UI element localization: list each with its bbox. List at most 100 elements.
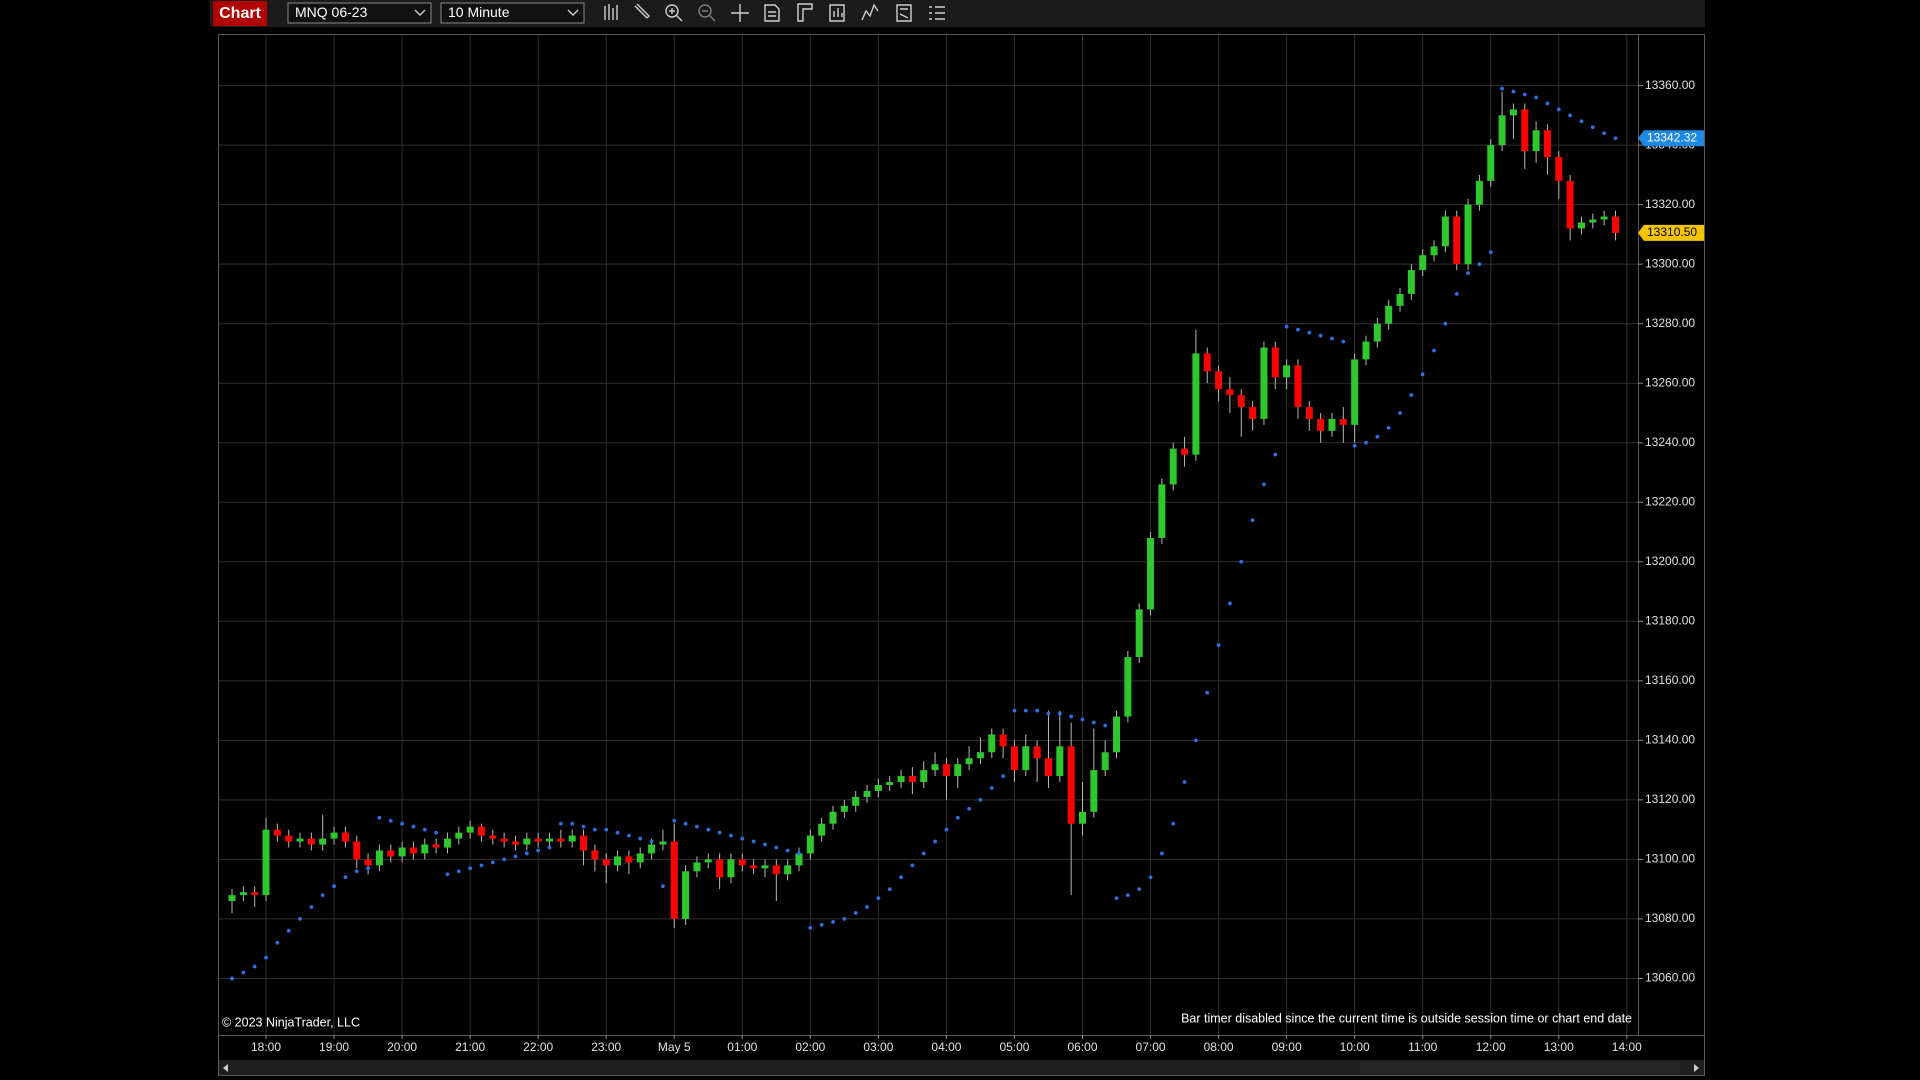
draw-icon[interactable] — [634, 3, 650, 19]
candle-body — [1158, 484, 1166, 538]
sar-dot — [1194, 738, 1198, 743]
sar-dot — [978, 797, 983, 802]
candle-body — [557, 838, 565, 842]
toolbar — [210, 0, 1705, 27]
sar-dot — [649, 839, 654, 844]
candle-body — [829, 811, 837, 824]
sar-dot — [1239, 559, 1244, 564]
candle-body — [1577, 222, 1585, 229]
candle-body — [421, 844, 429, 854]
zoom-in-icon[interactable] — [665, 4, 683, 22]
sar-dot — [887, 887, 892, 892]
sar-dot — [1420, 372, 1425, 377]
sar-dot — [1500, 86, 1504, 91]
candle-body — [863, 790, 871, 797]
sar-dot — [1091, 720, 1096, 725]
y-tick-label: 13360.00 — [1645, 78, 1695, 92]
price-marker — [1638, 224, 1704, 241]
candle-body — [341, 832, 349, 842]
candle-body — [931, 764, 939, 771]
candle-body — [965, 758, 973, 765]
sar-dot — [286, 928, 291, 933]
candle-body — [874, 785, 882, 791]
candle-body — [886, 782, 894, 785]
candle-body — [523, 838, 531, 845]
x-tick-label: 14:00 — [1612, 1040, 1642, 1054]
sar-dot — [683, 821, 688, 826]
scrollbar[interactable] — [219, 1060, 1704, 1075]
sar-dot — [1001, 774, 1006, 778]
x-tick-label: 18:00 — [251, 1040, 281, 1054]
y-tick-label: 13140.00 — [1645, 733, 1695, 747]
sar-dot — [422, 827, 427, 832]
bar-type-icon[interactable] — [604, 4, 618, 20]
sar-dot — [774, 845, 779, 850]
scroll-right[interactable] — [1694, 1064, 1699, 1072]
candle-body — [1532, 130, 1540, 152]
candle-body — [1351, 359, 1359, 425]
chart-tab[interactable] — [213, 1, 267, 26]
zoom-out-icon[interactable] — [698, 4, 716, 22]
sar-dot — [1409, 393, 1414, 398]
candle-body — [908, 776, 916, 783]
candle-body — [1362, 341, 1370, 360]
candle-body — [840, 805, 848, 812]
sar-dot — [1216, 643, 1221, 648]
sar-dot — [388, 818, 393, 823]
sar-dot — [819, 922, 824, 927]
candle-body — [364, 859, 372, 866]
candle-body — [1305, 407, 1313, 419]
scroll-left[interactable] — [223, 1064, 228, 1072]
candle-body — [1124, 657, 1132, 717]
candle-body — [1147, 537, 1155, 610]
sar-dot — [366, 866, 370, 871]
sar-dot — [434, 830, 439, 835]
instrument-label: MNQ 06-23 — [295, 4, 368, 20]
y-tick-label: 13260.00 — [1645, 375, 1695, 389]
candle-body — [1396, 293, 1404, 306]
candle-body — [750, 865, 758, 869]
sar-dot — [1080, 717, 1085, 722]
sar-dot — [1488, 250, 1493, 255]
dropdown-arrow — [567, 9, 579, 16]
crosshair-icon[interactable] — [731, 4, 749, 22]
candle-body — [636, 853, 644, 863]
interval-dropdown[interactable] — [440, 2, 585, 24]
sar-dot — [1035, 708, 1040, 713]
sar-dot — [1307, 330, 1312, 335]
x-tick-label: May 5 — [658, 1040, 691, 1054]
candle-body — [307, 838, 315, 845]
strategies-icon[interactable] — [861, 3, 879, 21]
sar-dot — [1443, 321, 1448, 326]
candle-body — [432, 844, 440, 848]
candle-body — [1271, 347, 1279, 378]
scroll-thumb[interactable] — [1360, 1062, 1680, 1073]
instrument-dropdown[interactable] — [287, 2, 432, 24]
price-marker-label: 13342.32 — [1647, 130, 1697, 144]
x-tick-label: 22:00 — [523, 1040, 553, 1054]
sar-dot — [604, 827, 609, 832]
data-box-icon[interactable] — [929, 6, 945, 20]
sar-dot — [615, 830, 620, 835]
sar-dot — [524, 851, 529, 856]
y-tick-label: 13060.00 — [1645, 971, 1695, 985]
candle-body — [443, 838, 451, 848]
analyzer-icon[interactable] — [896, 4, 912, 22]
sar-dot — [763, 842, 767, 847]
x-tick-label: 09:00 — [1272, 1040, 1302, 1054]
sar-dot — [570, 821, 575, 826]
sar-dot — [1534, 95, 1538, 100]
sar-dot — [944, 827, 949, 832]
candle-body — [806, 835, 814, 854]
sar-dot — [933, 839, 937, 844]
sar-dot — [751, 839, 756, 844]
properties-icon[interactable] — [764, 4, 780, 22]
candle-body — [1260, 347, 1268, 419]
candle-body — [1407, 270, 1415, 294]
templates-icon[interactable] — [797, 3, 813, 22]
candle-body — [330, 832, 338, 839]
sar-dot — [740, 836, 745, 841]
candle-body — [1283, 365, 1291, 378]
sar-dot — [252, 964, 257, 969]
indicators-icon[interactable] — [829, 4, 845, 22]
